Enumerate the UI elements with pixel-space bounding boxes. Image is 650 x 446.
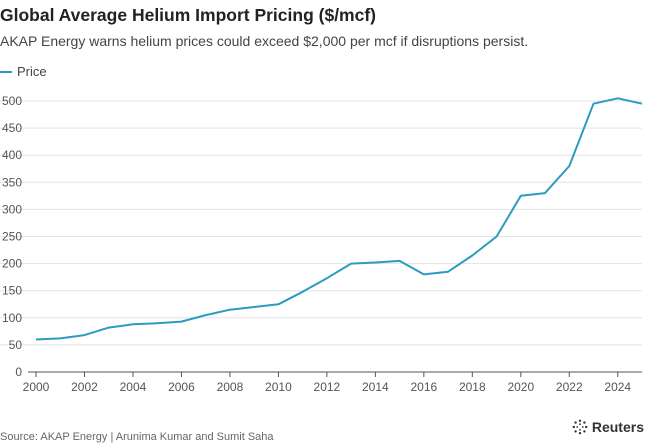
- grid-lines: [0, 100, 642, 346]
- y-tick-label: 100: [2, 311, 22, 325]
- x-tick-label: 2016: [410, 380, 437, 394]
- x-tick-label: 2004: [120, 380, 147, 394]
- x-tick-label: 2006: [168, 380, 195, 394]
- y-axis-tick-labels: 0 50 100 150 200 250 300 350 400 450 500: [2, 94, 22, 379]
- x-tick-label: 2022: [556, 380, 583, 394]
- reuters-dot-ring-icon: [572, 419, 588, 435]
- x-tick-label: 2018: [459, 380, 486, 394]
- x-tick-label: 2000: [23, 380, 50, 394]
- source-note: Source: AKAP Energy | Arunima Kumar and …: [0, 431, 274, 443]
- y-tick-label: 200: [2, 257, 22, 271]
- legend-swatch-price: [0, 70, 12, 73]
- chart-subtitle: AKAP Energy warns helium prices could ex…: [0, 33, 529, 49]
- y-tick-label: 400: [2, 148, 22, 162]
- x-tick-label: 2002: [71, 380, 98, 394]
- y-tick-label: 500: [2, 94, 22, 108]
- legend: Price: [0, 64, 47, 79]
- reuters-logo: Reuters: [572, 419, 644, 435]
- x-axis-ticks: [35, 372, 619, 377]
- chart-title: Global Average Helium Import Pricing ($/…: [0, 5, 377, 25]
- x-tick-label: 2014: [362, 380, 389, 394]
- y-tick-label: 50: [9, 338, 23, 352]
- x-tick-label: 2010: [265, 380, 292, 394]
- x-tick-label: 2020: [507, 380, 534, 394]
- y-tick-label: 150: [2, 284, 22, 298]
- y-tick-label: 250: [2, 230, 22, 244]
- x-tick-label: 2024: [604, 380, 631, 394]
- legend-label-price: Price: [17, 64, 47, 79]
- y-tick-label: 300: [2, 202, 22, 216]
- reuters-logo-text: Reuters: [591, 419, 644, 435]
- x-tick-label: 2008: [217, 380, 244, 394]
- series-line-price: [35, 97, 643, 341]
- x-axis-tick-labels: 2000 2002 2004 2006 2008 2010 2012 2014 2016 2018…: [23, 380, 632, 394]
- y-tick-label: 0: [15, 365, 22, 379]
- y-tick-label: 450: [2, 121, 22, 135]
- y-tick-label: 350: [2, 175, 22, 189]
- x-tick-label: 2012: [314, 380, 341, 394]
